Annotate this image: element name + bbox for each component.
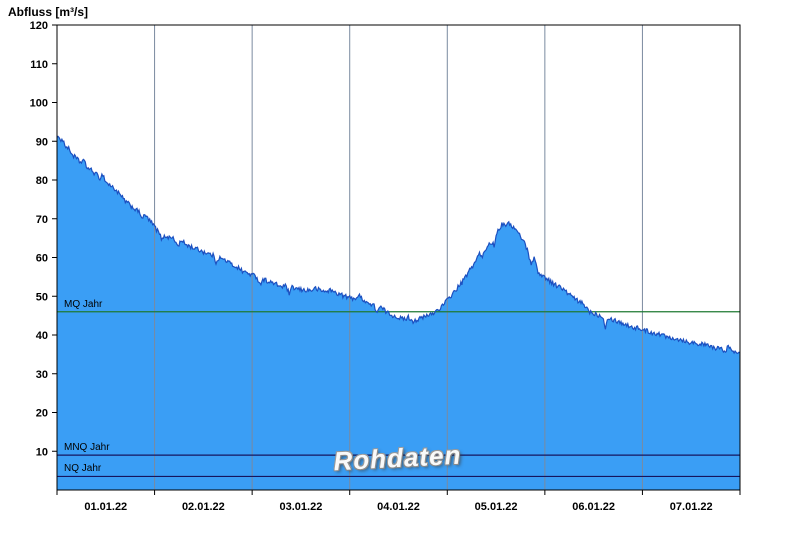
discharge-area [57, 136, 740, 490]
ref-line-label-mq-jahr: MQ Jahr [64, 298, 103, 310]
x-tick-label: 07.01.22 [670, 501, 713, 513]
y-tick-label: 60 [36, 253, 48, 265]
y-tick-label: 100 [30, 98, 48, 110]
x-tick-label: 02.01.22 [182, 501, 225, 513]
ref-line-label-mnq-jahr: MNQ Jahr [64, 442, 110, 454]
y-tick-label: 10 [36, 446, 48, 458]
chart-title: Abfluss [m³/s] [8, 5, 89, 19]
x-tick-label: 06.01.22 [572, 501, 615, 513]
x-tick-label: 03.01.22 [280, 501, 323, 513]
y-tick-label: 70 [36, 214, 48, 226]
y-tick-label: 30 [36, 369, 48, 381]
y-tick-label: 50 [36, 291, 48, 303]
x-tick-label: 05.01.22 [475, 501, 518, 513]
y-tick-label: 120 [30, 20, 48, 32]
y-tick-label: 80 [36, 175, 48, 187]
x-tick-label: 04.01.22 [377, 501, 420, 513]
discharge-line [56, 135, 741, 355]
ref-line-label-nq-jahr: NQ Jahr [64, 463, 102, 475]
y-tick-label: 90 [36, 136, 48, 148]
y-tick-label: 40 [36, 330, 48, 342]
x-tick-label: 01.01.22 [84, 501, 127, 513]
y-tick-label: 20 [36, 408, 48, 420]
y-tick-label: 110 [30, 59, 48, 71]
